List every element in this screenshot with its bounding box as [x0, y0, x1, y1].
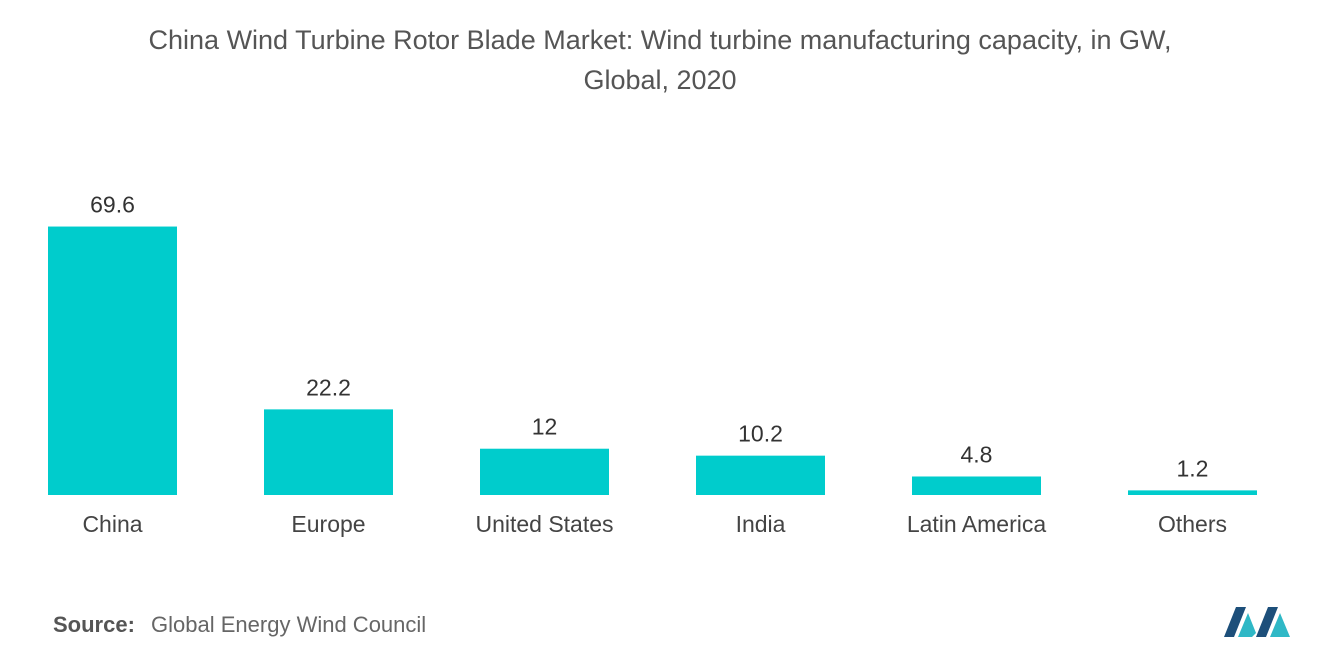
source-note: Source: Global Energy Wind Council [53, 612, 426, 638]
chart-title-line-2: Global, 2020 [583, 65, 737, 95]
bar-latin-america [912, 476, 1041, 495]
data-label: 10.2 [738, 421, 783, 447]
data-label: 4.8 [961, 441, 993, 467]
chart-title: China Wind Turbine Rotor Blade Market: W… [40, 20, 1280, 100]
category-label: Europe [291, 511, 365, 537]
category-label: Latin America [907, 511, 1047, 537]
data-label: 22.2 [306, 374, 351, 400]
chart-title-line-1: China Wind Turbine Rotor Blade Market: W… [148, 25, 1172, 55]
bar-others [1128, 490, 1257, 495]
category-label: Others [1158, 511, 1227, 537]
source-label: Source: [53, 612, 135, 637]
bar-india [696, 455, 825, 495]
brand-logo-icon [1224, 607, 1290, 637]
source-text: Global Energy Wind Council [151, 612, 427, 637]
bar-united-states [480, 448, 609, 495]
bar-europe [264, 409, 393, 495]
category-label: India [736, 511, 786, 537]
category-label: United States [475, 511, 613, 537]
data-label: 12 [532, 414, 558, 440]
data-label: 69.6 [90, 192, 135, 218]
bar-china [48, 226, 177, 496]
data-label: 1.2 [1177, 455, 1209, 481]
category-label: China [82, 511, 142, 537]
